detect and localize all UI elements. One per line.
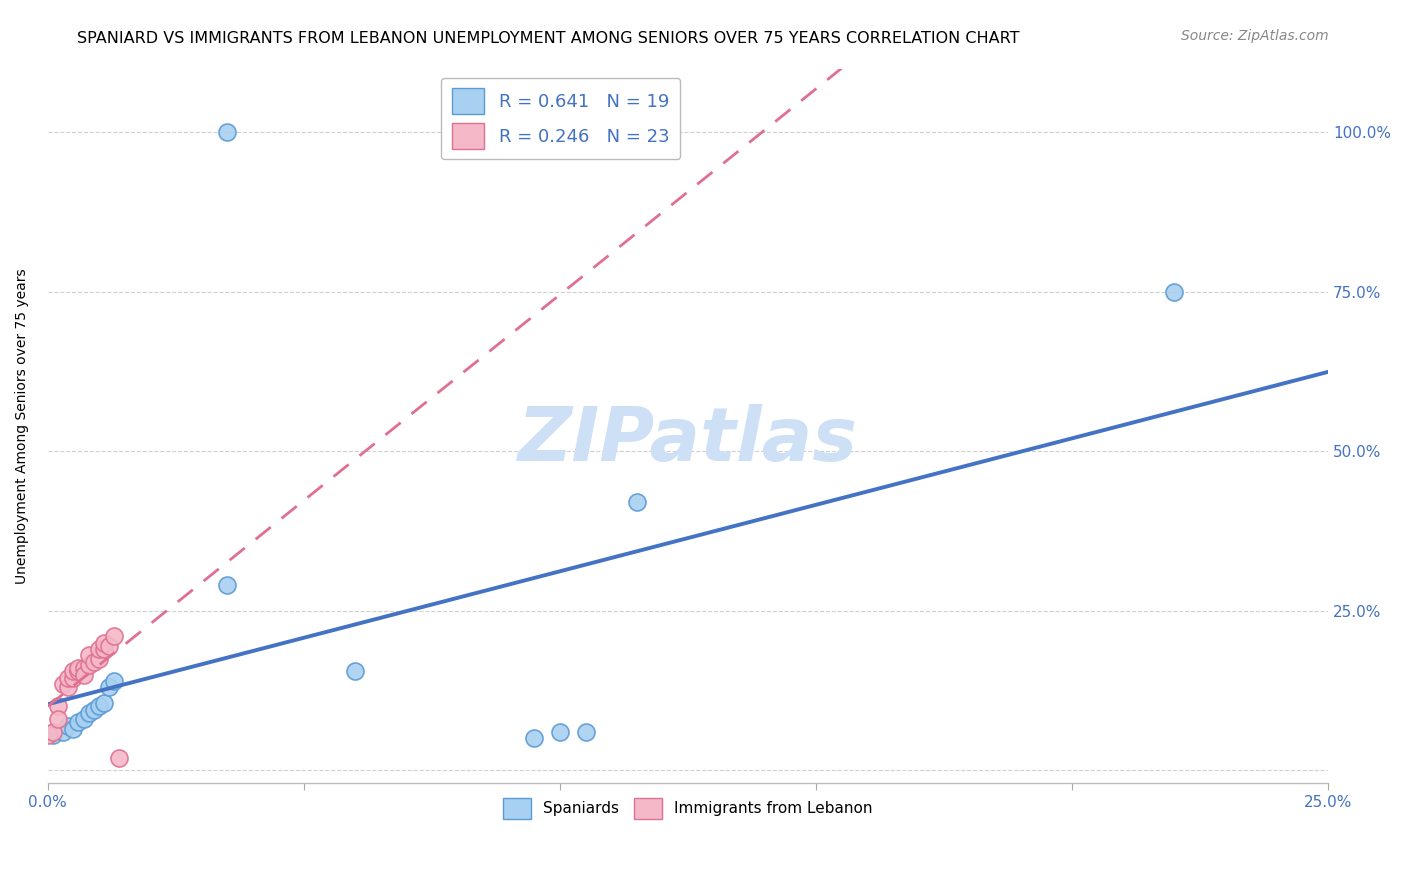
Point: [62, 665, 84, 679]
Text: Source: ZipAtlas.com: Source: ZipAtlas.com: [1181, 29, 1329, 43]
Point: [548, 725, 571, 739]
Point: [215, 125, 238, 139]
Point: [58, 671, 80, 685]
Point: [103, 673, 125, 688]
Point: [52, 677, 75, 691]
Point: [103, 629, 125, 643]
Point: [98, 681, 121, 695]
Point: [83, 655, 105, 669]
Point: [58, 681, 80, 695]
Point: [108, 750, 131, 764]
Point: [72, 661, 94, 675]
Point: [83, 703, 105, 717]
Point: [67, 661, 90, 675]
Point: [77, 648, 100, 663]
Point: [87, 699, 110, 714]
Point: [37, 728, 59, 742]
Point: [52, 725, 75, 739]
Point: [93, 636, 115, 650]
Point: [72, 667, 94, 681]
Point: [42, 725, 65, 739]
Point: [46, 712, 69, 726]
Point: [93, 696, 115, 710]
Point: [215, 578, 238, 592]
Point: [626, 495, 648, 509]
Point: [67, 715, 90, 730]
Text: SPANIARD VS IMMIGRANTS FROM LEBANON UNEMPLOYMENT AMONG SENIORS OVER 75 YEARS COR: SPANIARD VS IMMIGRANTS FROM LEBANON UNEM…: [77, 31, 1019, 46]
Y-axis label: Unemployment Among Seniors over 75 years: Unemployment Among Seniors over 75 years: [15, 268, 30, 583]
Point: [523, 731, 546, 746]
Point: [574, 725, 596, 739]
Point: [77, 658, 100, 673]
Point: [42, 728, 65, 742]
Point: [46, 699, 69, 714]
Legend: Spaniards, Immigrants from Lebanon: Spaniards, Immigrants from Lebanon: [498, 791, 879, 825]
Point: [87, 642, 110, 657]
Text: ZIPatlas: ZIPatlas: [517, 403, 858, 476]
Point: [67, 665, 90, 679]
Point: [344, 665, 367, 679]
Point: [72, 712, 94, 726]
Point: [87, 651, 110, 665]
Point: [62, 671, 84, 685]
Point: [77, 706, 100, 720]
Point: [98, 639, 121, 653]
Point: [93, 642, 115, 657]
Point: [62, 722, 84, 736]
Point: [1163, 285, 1185, 299]
Point: [58, 718, 80, 732]
